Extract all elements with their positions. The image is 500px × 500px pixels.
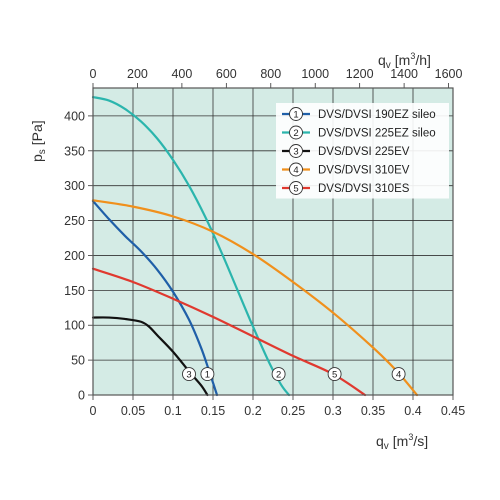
legend-marker-label-1: 1 [293,110,298,121]
curve-markers: 1 2 3 4 5 [182,367,406,382]
legend-marker-label-3: 3 [293,147,298,158]
legend-marker-circle-2 [289,125,303,140]
series-line-4 [91,199,419,397]
y-tick-label: 300 [64,179,85,193]
series-line-1 [91,199,219,397]
x2-tick-label: 1400 [390,67,418,81]
curve-marker-label-3: 3 [186,370,191,381]
x-tick-label: 0.25 [281,404,305,418]
legend-entry-label: DVS/DVSI 310EV [318,165,410,177]
curve-marker-circle-4 [391,367,406,382]
legend: 1 DVS/DVSI 190EZ sileo 2 DVS/DVSI 225EZ sil… [276,103,449,199]
y-tick-label: 100 [64,319,85,333]
curve-marker-circle-5 [327,367,342,382]
curve-marker-label-2: 2 [276,370,281,381]
x2-tick-label: 200 [127,67,148,81]
legend-marker-circle-1 [289,107,303,121]
y-tick-label: 200 [64,249,85,263]
x-tick-label: 0.35 [361,404,385,418]
x2-tick-label: 0 [90,67,97,81]
legend-entry-label: DVS/DVSI 190EZ sileo [318,109,436,121]
series-line-2 [91,95,291,397]
x-tick-label: 0 [90,404,97,418]
legend-marker-circle-3 [289,144,303,158]
x-tick-label: 0.4 [404,404,421,418]
y-tick-label: 150 [64,284,85,298]
legend-entry-label: DVS/DVSI 310ES [318,183,410,195]
curve-marker-circle-3 [182,367,196,382]
y-tick-label: 0 [78,389,85,403]
legend-marker-label-5: 5 [293,184,298,195]
y-axis-label: ps[Pa] [29,120,48,162]
x2-tick-label: 1200 [346,67,374,81]
curve-marker-circle-1 [200,367,215,382]
y-tick-label: 400 [64,109,85,123]
y-tick-label: 250 [64,214,85,228]
legend-entry-label: DVS/DVSI 225EZ sileo [318,128,436,140]
x2-axis-label: qv [m3/h] [378,51,431,71]
x2-tick-label: 600 [216,67,237,81]
curve-marker-circle-2 [271,367,286,382]
legend-marker-circle-4 [289,162,303,177]
x2-tick-label: 400 [171,67,192,81]
x-tick-label: 0.3 [324,404,341,418]
curve-marker-label-4: 4 [396,370,401,381]
x-tick-label: 0.1 [164,404,181,418]
x-tick-label: 0.05 [121,404,145,418]
curve-marker-label-1: 1 [205,370,210,381]
legend-marker-circle-5 [289,181,303,195]
x2-tick-label: 800 [260,67,281,81]
series-line-3 [91,316,209,397]
x2-tick-label: 1600 [435,67,463,81]
y-tick-label: 350 [64,144,85,158]
legend-marker-label-4: 4 [293,165,298,176]
tick-labels: 0 0.05 0.1 0.15 0.2 0.25 0.3 0.35 0.4 0.45 0 200 400… [64,67,465,418]
x2-tick-label: 1000 [301,67,329,81]
legend-marker-label-2: 2 [293,128,298,139]
legend-entry-label: DVS/DVSI 225EV [318,146,410,158]
x-tick-label: 0.15 [201,404,225,418]
x-tick-label: 0.2 [244,404,261,418]
x-axis-label: qv [m3/s] [376,432,428,452]
y-tick-label: 50 [71,354,85,368]
x-tick-label: 0.45 [441,404,465,418]
curve-marker-label-5: 5 [332,370,337,381]
plot-frame [92,87,454,396]
